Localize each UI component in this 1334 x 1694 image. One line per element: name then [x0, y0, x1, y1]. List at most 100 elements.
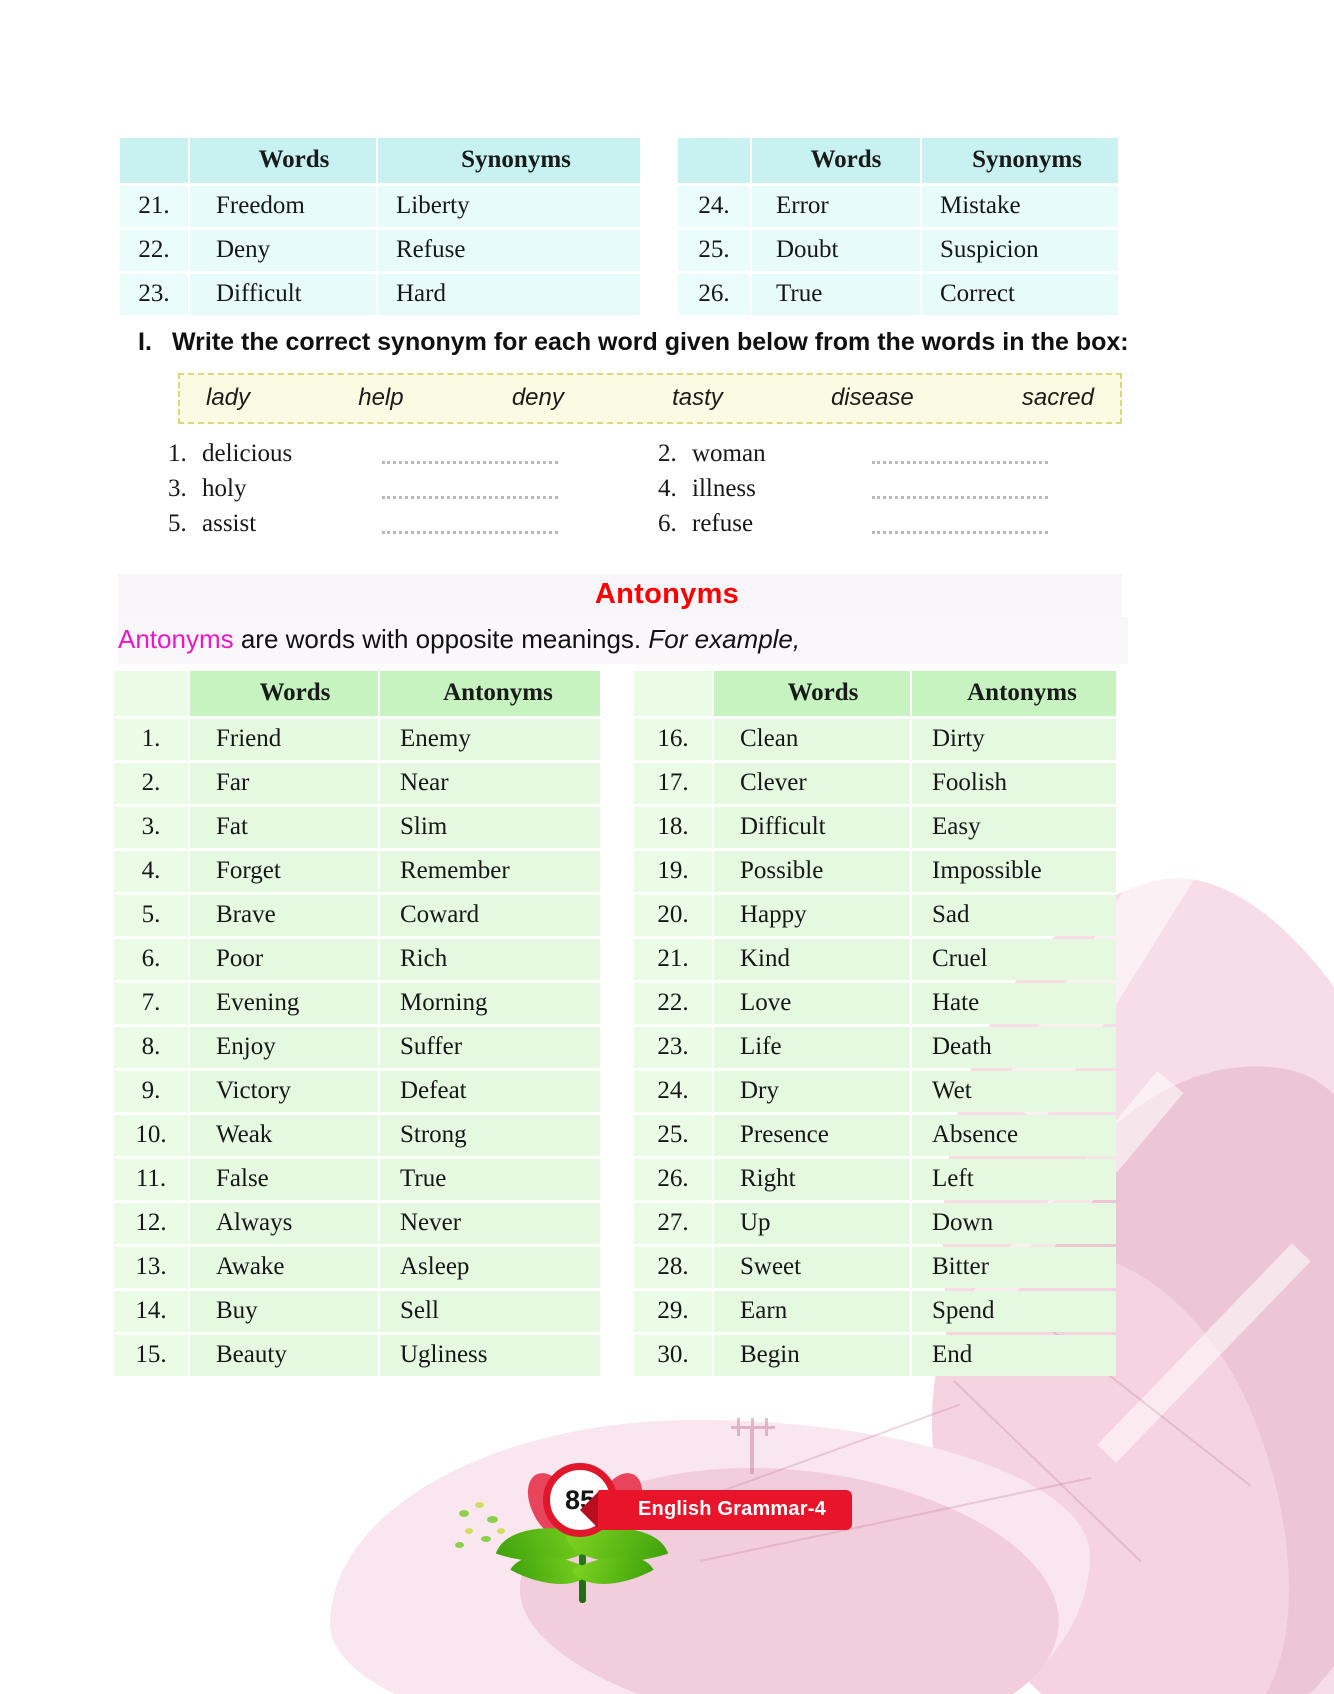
row-antonym: Bitter — [912, 1247, 1116, 1288]
row-number: 8. — [114, 1027, 188, 1068]
exercise-section: I. Write the correct synonym for each wo… — [0, 326, 1334, 543]
row-synonym: Hard — [378, 274, 640, 315]
row-word: Awake — [190, 1247, 378, 1288]
row-antonym: Never — [380, 1203, 600, 1244]
word-bank-item[interactable]: sacred — [1021, 384, 1094, 412]
row-antonym: Down — [912, 1203, 1116, 1244]
item-word: woman — [692, 440, 766, 468]
word-bank-item[interactable]: deny — [511, 384, 564, 412]
synonyms-tables-section: Words Synonyms 21. Freedom Liberty 22. D… — [0, 135, 1334, 318]
row-antonym: Defeat — [380, 1071, 600, 1112]
table-row: 11. False True — [114, 1159, 600, 1200]
row-antonym: Coward — [380, 895, 600, 936]
row-number: 26. — [678, 274, 750, 315]
row-number: 4. — [114, 851, 188, 892]
table-row: 8. Enjoy Suffer — [114, 1027, 600, 1068]
table-row: 25. Doubt Suspicion — [678, 230, 1118, 271]
column-header-words: Words — [752, 138, 920, 183]
table-row: 28. Sweet Bitter — [634, 1247, 1116, 1288]
item-word: assist — [202, 510, 257, 538]
row-number: 21. — [120, 186, 188, 227]
table-row: 19. Possible Impossible — [634, 851, 1116, 892]
word-bank-item[interactable]: tasty — [672, 384, 723, 412]
answer-blank[interactable] — [872, 481, 1048, 500]
row-number: 5. — [114, 895, 188, 936]
row-word: Love — [714, 983, 910, 1024]
row-synonym: Mistake — [922, 186, 1118, 227]
row-antonym: Cruel — [912, 939, 1116, 980]
column-header-antonyms: Antonyms — [912, 671, 1116, 716]
item-word: delicious — [202, 440, 293, 468]
row-word: Clever — [714, 763, 910, 804]
table-row: 1. Friend Enemy — [114, 719, 600, 760]
row-number: 18. — [634, 807, 712, 848]
word-bank-item[interactable]: help — [358, 384, 404, 412]
table-row: 10. Weak Strong — [114, 1115, 600, 1156]
row-antonym: Death — [912, 1027, 1116, 1068]
answer-blank[interactable] — [872, 446, 1048, 465]
table-header-row: Words Synonyms — [678, 138, 1118, 183]
table-row: 6. Poor Rich — [114, 939, 600, 980]
item-number: 3. — [168, 475, 187, 503]
answer-blank[interactable] — [382, 481, 558, 500]
antonyms-title-band — [118, 574, 1122, 618]
row-word: Possible — [714, 851, 910, 892]
row-word: Dry — [714, 1071, 910, 1112]
row-antonym: Slim — [380, 807, 600, 848]
column-header-number — [120, 138, 188, 183]
row-word: True — [752, 274, 920, 315]
table-row: 4. Forget Remember — [114, 851, 600, 892]
table-row: 21. Freedom Liberty — [120, 186, 640, 227]
row-antonym: Strong — [380, 1115, 600, 1156]
table-row: 2. Far Near — [114, 763, 600, 804]
table-row: 21. Kind Cruel — [634, 939, 1116, 980]
row-synonym: Liberty — [378, 186, 640, 227]
column-header-number — [678, 138, 750, 183]
word-bank-item[interactable]: lady — [206, 384, 251, 412]
column-header-synonyms: Synonyms — [378, 138, 640, 183]
row-antonym: Near — [380, 763, 600, 804]
table-row: 16. Clean Dirty — [634, 719, 1116, 760]
row-antonym: Left — [912, 1159, 1116, 1200]
answer-blank[interactable] — [872, 516, 1048, 535]
antonyms-table-left: Words Antonyms 1. Friend Enemy 2. Far Near 3. F… — [112, 668, 602, 1379]
row-word: Sweet — [714, 1247, 910, 1288]
table-row: 23. Difficult Hard — [120, 274, 640, 315]
table-row: 22. Love Hate — [634, 983, 1116, 1024]
exercise-instruction-block: I. Write the correct synonym for each wo… — [0, 326, 1334, 359]
table-row: 7. Evening Morning — [114, 983, 600, 1024]
exercise-item: 6. refuse — [658, 508, 1148, 543]
table-header-row: Words Antonyms — [634, 671, 1116, 716]
answer-blank[interactable] — [382, 516, 558, 535]
item-number: 5. — [168, 510, 187, 538]
answer-blank[interactable] — [382, 446, 558, 465]
antonyms-description-example: For example, — [648, 624, 801, 654]
table-row: 26. True Correct — [678, 274, 1118, 315]
row-word: Enjoy — [190, 1027, 378, 1068]
table-header-row: Words Antonyms — [114, 671, 600, 716]
row-number: 25. — [678, 230, 750, 271]
table-row: 29. Earn Spend — [634, 1291, 1116, 1332]
row-number: 27. — [634, 1203, 712, 1244]
row-number: 1. — [114, 719, 188, 760]
item-number: 2. — [658, 440, 677, 468]
row-antonym: Remember — [380, 851, 600, 892]
row-word: Evening — [190, 983, 378, 1024]
row-antonym: Wet — [912, 1071, 1116, 1112]
synonyms-table-right: Words Synonyms 24. Error Mistake 25. Dou… — [676, 135, 1120, 318]
table-row: 15. Beauty Ugliness — [114, 1335, 600, 1376]
table-row: 9. Victory Defeat — [114, 1071, 600, 1112]
word-bank-item[interactable]: disease — [830, 384, 914, 412]
table-row: 30. Begin End — [634, 1335, 1116, 1376]
page-footer: 85 English Grammar-4 — [0, 1408, 1334, 1694]
exercise-number: I. — [138, 328, 152, 356]
row-antonym: Suffer — [380, 1027, 600, 1068]
row-word: Deny — [190, 230, 376, 271]
row-antonym: Absence — [912, 1115, 1116, 1156]
row-synonym: Correct — [922, 274, 1118, 315]
antonyms-tables-section: Words Antonyms 1. Friend Enemy 2. Far Near 3. F… — [0, 668, 1334, 1379]
row-number: 16. — [634, 719, 712, 760]
item-word: holy — [202, 475, 247, 503]
exercise-item: 3. holy — [168, 473, 658, 508]
row-number: 20. — [634, 895, 712, 936]
